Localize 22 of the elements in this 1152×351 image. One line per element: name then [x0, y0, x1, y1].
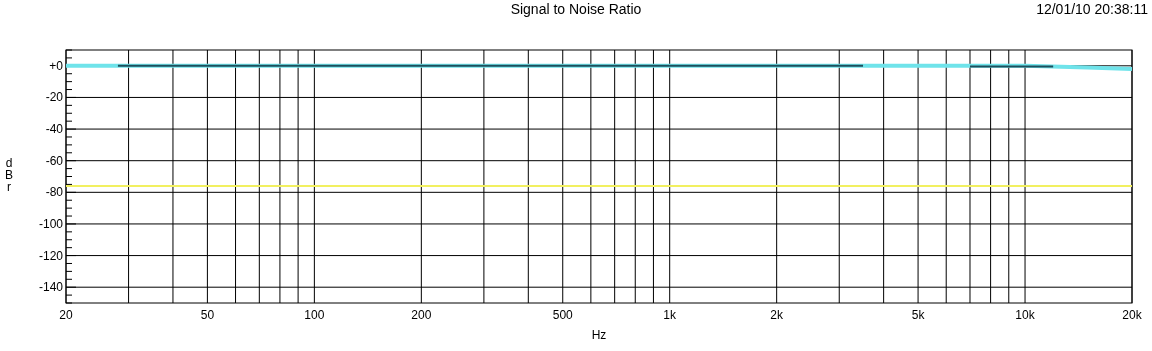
x-tick-label: 50: [200, 308, 215, 322]
x-tick-label: 500: [552, 308, 574, 322]
text: 12/01/10 20:38:11: [1036, 1, 1149, 17]
x-tick-label: 100: [304, 308, 325, 322]
y-tick-label: +0: [49, 58, 64, 73]
x-tick-label: 2k: [770, 308, 784, 322]
x-tick-label: 1k: [663, 308, 678, 322]
x-tick-label: 20k: [1122, 308, 1143, 322]
y-tick-label: -120: [38, 248, 64, 263]
y-tick-label: -100: [38, 216, 64, 231]
x-axis-title: Hz: [591, 328, 607, 342]
x-tick-label: 5k: [911, 308, 926, 322]
x-tick-label: 20: [59, 308, 73, 322]
y-tick-label: -40: [45, 122, 64, 137]
chart-title: Signal to Noise Ratio: [510, 1, 642, 17]
y-tick-label: -20: [45, 90, 64, 105]
y-axis-title: dBr: [4, 155, 14, 194]
y-tick-label: -60: [45, 153, 64, 168]
x-tick-label: 200: [411, 308, 432, 322]
y-tick-label: -80: [45, 185, 64, 200]
y-tick-label: -140: [38, 280, 64, 295]
x-tick-label: 10k: [1015, 308, 1036, 322]
